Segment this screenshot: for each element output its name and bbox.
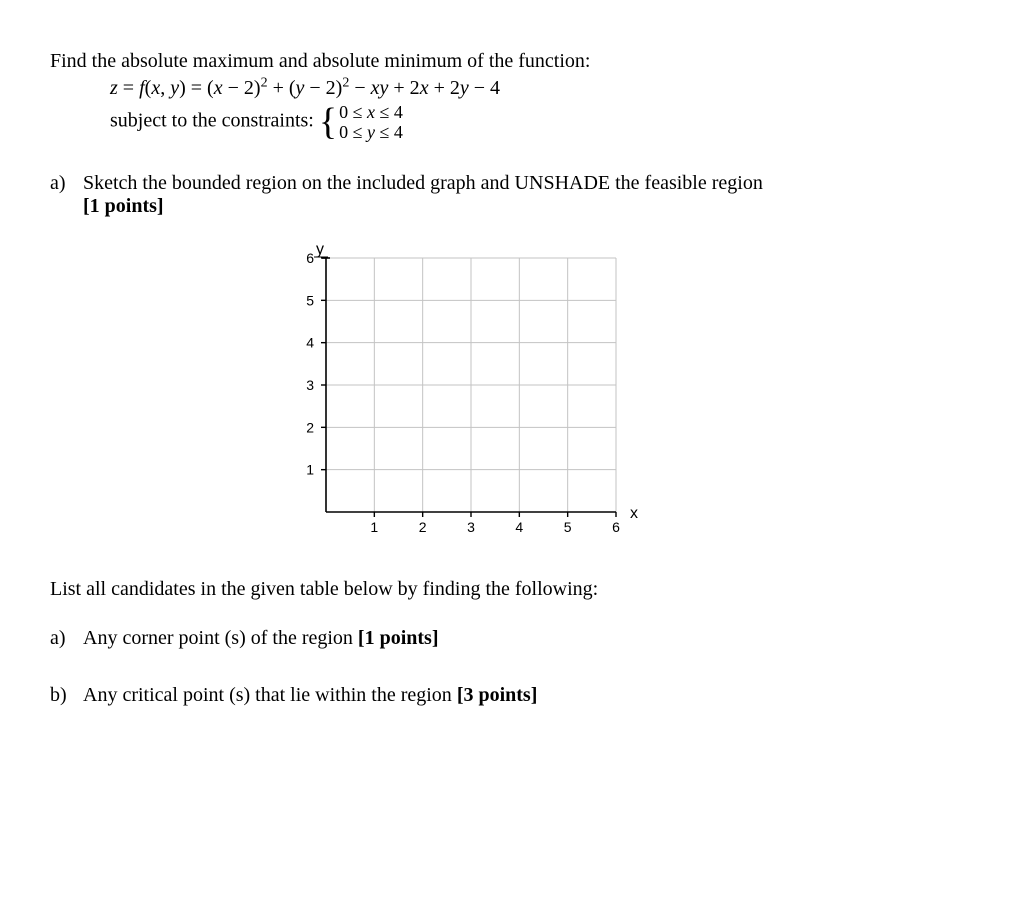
- part-a-points: [1 points]: [83, 195, 164, 217]
- sub-part-a: a) Any corner point (s) of the region [1…: [50, 627, 974, 650]
- sub-part-b: b) Any critical point (s) that lie withi…: [50, 684, 974, 707]
- problem-statement: Find the absolute maximum and absolute m…: [50, 50, 974, 142]
- svg-text:1: 1: [370, 519, 378, 535]
- svg-text:4: 4: [515, 519, 523, 535]
- sub-b-text: Any critical point (s) that lie within t…: [83, 684, 963, 707]
- constraint-1: 0 ≤ x ≤ 4: [339, 102, 403, 122]
- svg-text:3: 3: [306, 377, 314, 393]
- svg-text:y: y: [316, 241, 324, 258]
- svg-text:x: x: [630, 505, 638, 522]
- svg-text:6: 6: [612, 519, 620, 535]
- part-a: a) Sketch the bounded region on the incl…: [50, 172, 974, 218]
- constraints-label: subject to the constraints:: [110, 109, 319, 131]
- svg-text:2: 2: [419, 519, 427, 535]
- constraints-line: subject to the constraints: { 0 ≤ x ≤ 4 …: [110, 102, 974, 142]
- svg-text:5: 5: [564, 519, 572, 535]
- part-a-label: a): [50, 172, 78, 195]
- sub-b-label: b): [50, 684, 78, 707]
- coordinate-graph: 123456123456yx: [280, 238, 640, 548]
- list-intro: List all candidates in the given table b…: [50, 578, 974, 601]
- function-line: z = f(x, y) = (x − 2)2 + (y − 2)2 − xy +…: [110, 75, 974, 100]
- svg-text:5: 5: [306, 292, 314, 308]
- svg-text:6: 6: [306, 250, 314, 266]
- sub-a-text: Any corner point (s) of the region [1 po…: [83, 627, 963, 650]
- svg-text:1: 1: [306, 461, 314, 477]
- intro-line: Find the absolute maximum and absolute m…: [50, 50, 974, 73]
- svg-text:2: 2: [306, 419, 314, 435]
- svg-text:3: 3: [467, 519, 475, 535]
- graph-container: 123456123456yx: [280, 238, 974, 554]
- constraints-brace: { 0 ≤ x ≤ 4 0 ≤ y ≤ 4: [319, 102, 403, 142]
- sub-a-label: a): [50, 627, 78, 650]
- function-lhs: z = f(x, y) = (x − 2)2 + (y − 2)2 − xy +…: [110, 77, 500, 99]
- part-a-text: Sketch the bounded region on the include…: [83, 172, 963, 218]
- svg-text:4: 4: [306, 334, 314, 350]
- constraint-2: 0 ≤ y ≤ 4: [339, 122, 403, 142]
